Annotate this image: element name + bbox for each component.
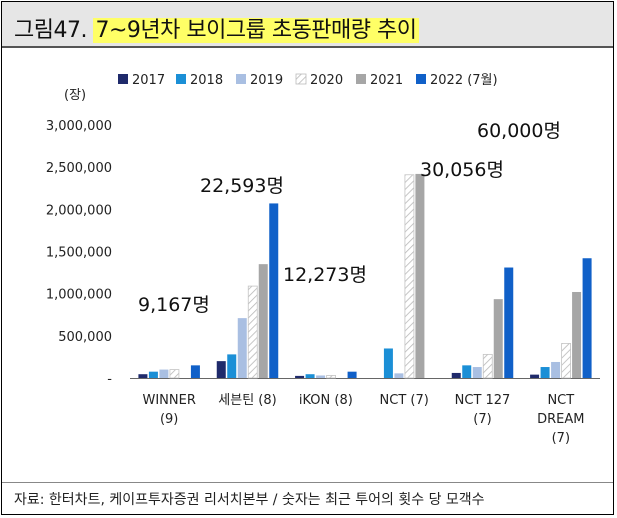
bar [148,371,158,378]
legend-swatch [118,74,128,84]
y-tick-label: 1,000,000 [46,288,112,303]
bar [138,374,148,378]
title-highlight: 7~9년차 보이그룹 초동판매량 추이 [93,18,419,43]
legend-label: 2019 [250,73,283,88]
y-tick-label: 2,000,000 [46,203,112,218]
y-tick-label: - [107,372,112,387]
bar [216,361,226,378]
legend-swatch [236,74,246,84]
legend-label: 2017 [132,73,165,88]
bar [316,375,326,378]
bar [169,369,180,379]
legend-swatch [416,74,426,84]
annotation-label: 22,593명 [200,175,284,197]
bar [504,267,514,378]
y-tick-label: 3,000,000 [46,119,112,134]
x-tick-label: DREAM [537,412,584,427]
legend-label: 2020 [310,73,343,88]
annotation-label: 60,000명 [477,120,561,142]
title-band: 그림47. 7~9년차 보이그룹 초동판매량 추이 [2,2,613,46]
bar [561,343,571,379]
bar [472,367,482,378]
x-tick-label: NCT [547,393,574,408]
x-tick-label: NCT (7) [380,393,429,408]
bar [237,318,247,378]
legend-label: 2021 [370,73,403,88]
bar [258,264,268,378]
bar [482,353,493,379]
bar [404,174,415,379]
y-unit-label: (장) [64,88,87,103]
x-tick-label: NCT 127 [455,393,511,408]
bar [451,372,461,378]
bar [383,348,393,378]
title-prefix: 그림47. [14,18,94,43]
bar [572,291,582,378]
x-tick-label: (7) [552,431,570,446]
bar [190,365,200,378]
source-rule [2,482,613,483]
bar [227,354,237,378]
y-tick-label: 1,500,000 [46,246,112,261]
y-tick-label: 2,500,000 [46,161,112,176]
legend-swatch [295,73,307,85]
x-tick-label: WINNER [142,393,195,408]
source-note: 자료: 한터차트, 케이프투자증권 리서치본부 / 숫자는 최근 투어의 횟수 … [14,492,485,508]
bar [305,374,315,378]
bar [394,373,404,378]
legend-swatch [176,74,186,84]
bar [159,369,169,378]
bar [247,285,258,379]
bar [540,367,550,378]
y-tick-label: 500,000 [58,330,112,345]
annotation-label: 9,167명 [138,294,210,316]
legend-label: 2018 [190,73,223,88]
bar [295,375,305,378]
x-tick-label: (7) [473,412,491,427]
bar [462,365,472,378]
bar [415,173,425,378]
legend-label: 2022 (7월) [430,73,498,88]
bar [493,299,503,378]
figure-title: 그림47. 7~9년차 보이그룹 초동판매량 추이 [14,12,419,44]
bar [326,375,336,379]
bar [530,374,540,378]
annotation-label: 12,273명 [283,264,367,286]
legend-swatch [356,74,366,84]
annotation-label: 30,056명 [420,159,504,181]
x-tick-label: iKON (8) [299,393,353,408]
bar [269,203,279,378]
x-tick-label: 세븐틴 (8) [218,393,276,408]
title-rule [2,46,613,48]
bar [551,361,561,378]
bar [582,258,592,378]
bar [347,371,357,378]
x-tick-label: (9) [160,412,178,427]
